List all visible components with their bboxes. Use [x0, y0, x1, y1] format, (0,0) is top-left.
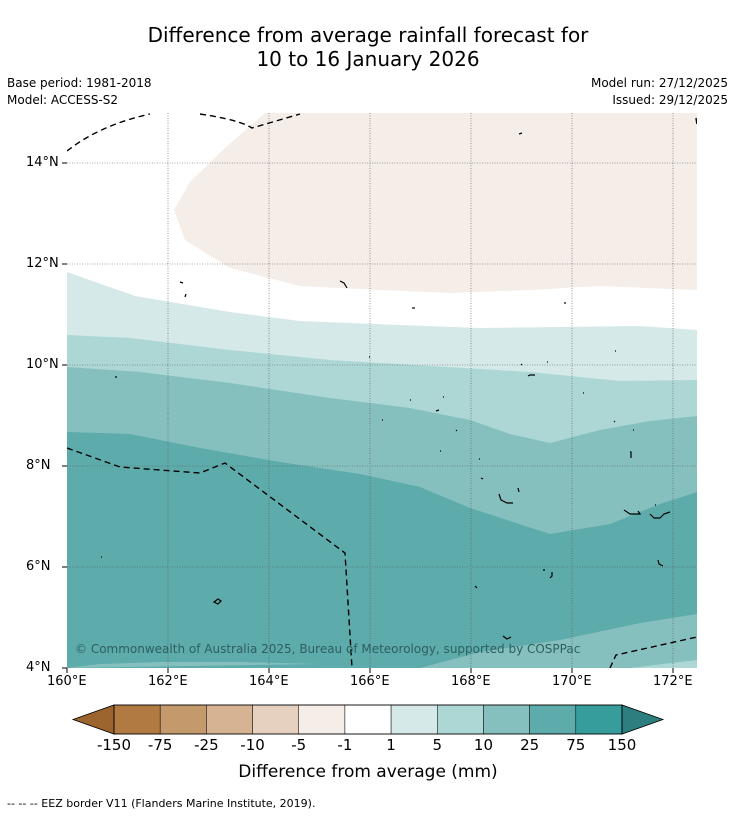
x-tick-label: 168°E: [451, 674, 491, 689]
colorbar-bin: [252, 704, 299, 735]
graticule: [67, 113, 697, 668]
axis-ticks: [62, 162, 674, 673]
colorbar-bin: [529, 704, 577, 735]
eez-border-ne: [695, 117, 697, 126]
island: [502, 635, 512, 640]
island: [480, 477, 484, 480]
colorbar-extend-high: [621, 704, 665, 735]
colorbar-bin: [298, 704, 346, 735]
colorbar-extend-low: [71, 704, 115, 735]
x-tick-label: 162°E: [148, 674, 188, 689]
issued-date: Issued: 29/12/2025: [612, 93, 728, 107]
island: [474, 585, 478, 589]
island: [527, 374, 535, 377]
eez-border-n: [199, 113, 301, 129]
island: [657, 559, 664, 567]
eez-borders: [67, 113, 697, 668]
eez-border-marshall: [67, 447, 353, 668]
contour-dry-light: [174, 113, 697, 293]
island: [455, 429, 458, 432]
colorbar-bin: [113, 704, 161, 735]
colorbar-tick-label: -10: [240, 736, 265, 754]
colorbar-tick-label: -150: [96, 736, 132, 754]
island: [520, 363, 523, 366]
y-tick-label: 14°N: [26, 155, 59, 170]
colorbar-bin: [344, 704, 392, 735]
footer-note: -- -- -- EEZ border V11 (Flanders Marine…: [7, 797, 316, 810]
island: [339, 280, 348, 289]
contour-wet-6: [67, 662, 320, 668]
colorbar-bin: [575, 704, 623, 735]
colorbar-label: Difference from average (mm): [238, 762, 498, 782]
colorbar-bin: [483, 704, 530, 735]
colorbar-bin: [159, 704, 207, 735]
colorbar-bin: [206, 704, 253, 735]
map-title-line2: 10 to 16 January 2026: [256, 47, 480, 71]
model-run: Model run: 27/12/2025: [590, 76, 728, 90]
model-name: Model: ACCESS-S2: [7, 93, 119, 107]
island: [435, 409, 440, 412]
colorbar-tick-label: 10: [473, 736, 493, 754]
y-tick-label: 10°N: [26, 357, 59, 372]
x-tick-label: 164°E: [249, 674, 289, 689]
colorbar-tick-label: 5: [432, 736, 443, 754]
island: [179, 281, 184, 284]
contour-wet-5: [630, 660, 697, 668]
y-tick-label: 8°N: [26, 458, 51, 473]
contour-wet-4: [67, 432, 697, 668]
x-tick-label: 160°E: [47, 674, 87, 689]
island: [518, 132, 523, 135]
y-tick-label: 12°N: [26, 256, 59, 271]
x-tick-label: 166°E: [350, 674, 390, 689]
islands: [101, 132, 671, 640]
rainfall-map: [67, 113, 697, 668]
eez-border-nw: [67, 113, 151, 152]
x-tick-label: 172°E: [653, 674, 693, 689]
copyright-notice: © Commonwealth of Australia 2025, Bureau…: [75, 642, 581, 656]
colorbar-tick-label: -75: [147, 736, 173, 754]
map-title-line1: Difference from average rainfall forecas…: [147, 23, 589, 47]
island: [613, 420, 616, 423]
colorbar-tick-label: -1: [337, 736, 353, 754]
colorbar-tick-label: 25: [520, 736, 540, 754]
y-tick-label: 6°N: [26, 559, 51, 574]
island: [498, 487, 520, 504]
eez-border-se: [609, 636, 697, 668]
colorbar-bin: [437, 704, 484, 735]
colorbar-outline: [113, 704, 623, 735]
colorbar: [71, 704, 665, 735]
colorbar-bin: [390, 704, 438, 735]
island: [184, 293, 187, 298]
colorbar-tick-label: -25: [194, 736, 219, 754]
x-tick-label: 170°E: [552, 674, 592, 689]
y-tick-label: 4°N: [26, 660, 51, 675]
base-period: Base period: 1981-2018: [7, 76, 152, 90]
island: [623, 509, 671, 519]
island: [212, 598, 222, 605]
island: [630, 451, 632, 458]
island: [543, 569, 553, 579]
colorbar-tick-label: -5: [291, 736, 307, 754]
colorbar-tick-label: 75: [566, 736, 586, 754]
colorbar-tick-label: 1: [386, 736, 396, 754]
colorbar-tick-label: 150: [607, 736, 637, 754]
